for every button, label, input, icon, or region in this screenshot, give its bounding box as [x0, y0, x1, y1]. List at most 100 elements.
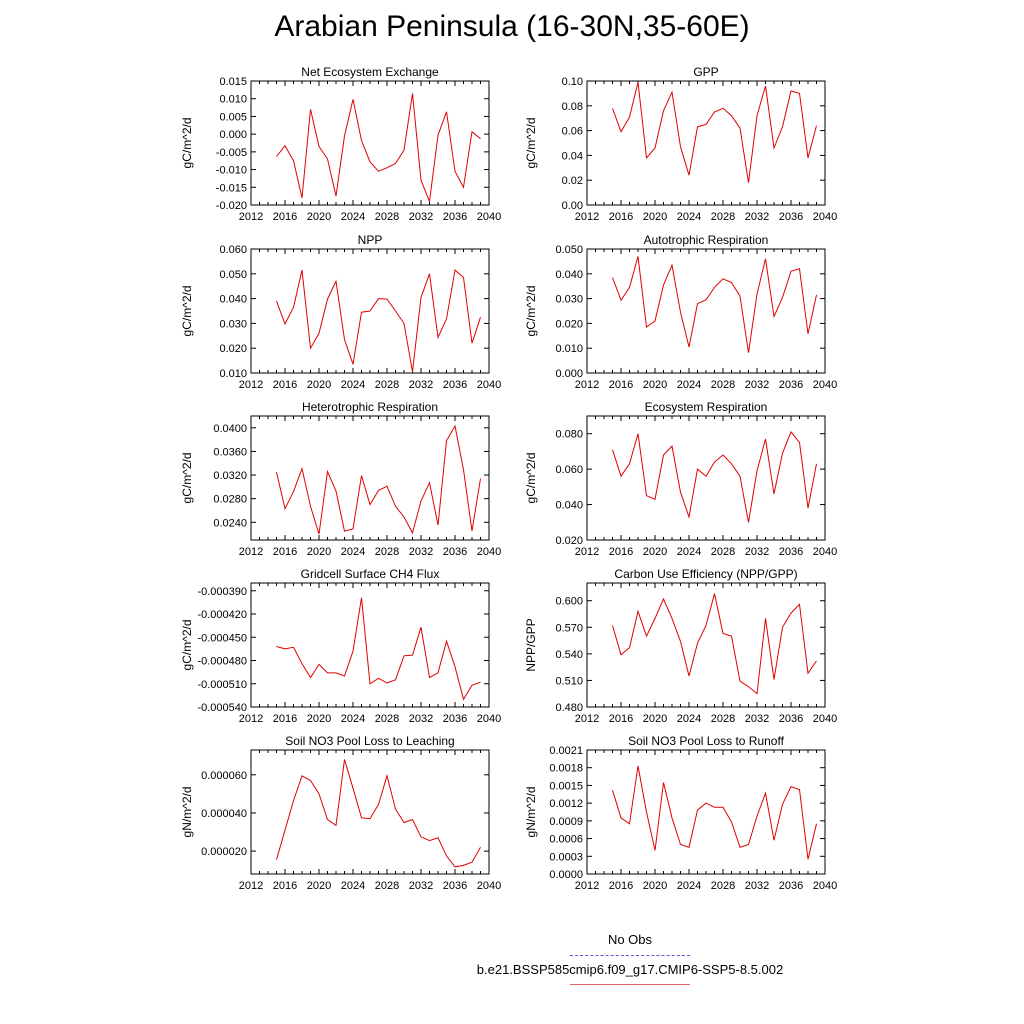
x-tick-label: 2040: [477, 379, 501, 391]
x-tick-label: 2024: [341, 211, 365, 223]
x-tick-label: 2040: [813, 713, 837, 725]
y-tick-label: 0.0000: [549, 869, 583, 881]
panel-5: Heterotrophic Respiration gC/m^2/d 2012 201…: [180, 400, 501, 558]
x-tick-label: 2020: [307, 880, 331, 892]
obs-legend-line: [570, 955, 690, 956]
x-tick-label: 2024: [677, 713, 701, 725]
y-tick-label: 0.0018: [549, 763, 583, 775]
x-tick-label: 2028: [375, 211, 399, 223]
y-tick-label: 0.015: [219, 76, 247, 88]
x-tick-label: 2032: [745, 211, 769, 223]
y-tick-label: 0.570: [555, 622, 583, 634]
y-tick-label: 0.0400: [213, 423, 247, 435]
x-tick-label: 2012: [575, 546, 599, 558]
x-tick-label: 2036: [779, 379, 803, 391]
y-axis-label: gN/m^2/d: [524, 787, 538, 838]
x-tick-label: 2020: [643, 379, 667, 391]
panel-title: Heterotrophic Respiration: [302, 400, 438, 414]
y-tick-label: 0.005: [219, 111, 247, 123]
y-tick-label: 0.0240: [213, 517, 247, 529]
plot-frame: [586, 248, 826, 374]
panel-4: Autotrophic Respiration gC/m^2/d 2012 2016 2…: [524, 233, 837, 391]
y-axis-label: gN/m^2/d: [180, 787, 194, 838]
series-line: [612, 430, 817, 523]
x-tick-label: 2028: [375, 379, 399, 391]
panel-title: Ecosystem Respiration: [645, 400, 768, 414]
x-tick-label: 2036: [779, 211, 803, 223]
series-line: [612, 256, 817, 353]
x-tick-label: 2036: [443, 713, 467, 725]
x-tick-label: 2024: [341, 713, 365, 725]
y-axis-label: gC/m^2/d: [524, 118, 538, 169]
x-tick-label: 2036: [443, 546, 467, 558]
y-tick-label: 0.10: [562, 76, 583, 88]
y-tick-label: -0.010: [216, 165, 247, 177]
y-tick-label: 0.0280: [213, 494, 247, 506]
series-line: [612, 765, 817, 860]
y-tick-label: 0.480: [555, 702, 583, 714]
panel-7: Gridcell Surface CH4 Flux gC/m^2/d 2012 201…: [180, 567, 501, 725]
panel-2: GPP gC/m^2/d 2012 2016 2020 2024 2028 2032 2036 2…: [524, 65, 837, 223]
x-tick-label: 2016: [273, 880, 297, 892]
x-tick-label: 2016: [273, 713, 297, 725]
y-tick-label: 0.050: [219, 269, 247, 281]
panel-title: Soil NO3 Pool Loss to Runoff: [628, 734, 785, 748]
y-tick-label: 0.050: [555, 244, 583, 256]
y-tick-label: -0.000450: [197, 632, 247, 644]
y-tick-label: 0.010: [219, 368, 247, 380]
x-tick-label: 2024: [677, 211, 701, 223]
x-tick-label: 2028: [375, 713, 399, 725]
y-tick-label: 0.010: [219, 94, 247, 106]
y-tick-label: -0.000420: [197, 609, 247, 621]
plot-frame: [586, 582, 826, 708]
panel-10: Soil NO3 Pool Loss to Runoff gN/m^2/d 2012…: [524, 734, 837, 892]
x-tick-label: 2020: [643, 211, 667, 223]
x-tick-label: 2032: [409, 546, 433, 558]
panel-8: Carbon Use Efficiency (NPP/GPP) NPP/GPP 20…: [524, 567, 837, 725]
x-tick-label: 2016: [273, 211, 297, 223]
y-tick-label: -0.005: [216, 147, 247, 159]
y-axis-label: gC/m^2/d: [180, 286, 194, 337]
x-tick-label: 2016: [273, 546, 297, 558]
x-tick-label: 2024: [341, 546, 365, 558]
x-tick-label: 2036: [443, 880, 467, 892]
panel-3: NPP gC/m^2/d 2012 2016 2020 2024 2028 2032 2036 2…: [180, 233, 501, 391]
x-tick-label: 2040: [813, 546, 837, 558]
x-tick-label: 2016: [609, 379, 633, 391]
x-tick-label: 2040: [477, 546, 501, 558]
page-title: Arabian Peninsula (16-30N,35-60E): [274, 10, 750, 43]
y-tick-label: 0.0012: [549, 798, 583, 810]
y-tick-label: 0.030: [555, 294, 583, 306]
x-tick-label: 2040: [477, 880, 501, 892]
model-legend-line: [570, 984, 690, 985]
x-tick-label: 2012: [575, 211, 599, 223]
y-tick-label: 0.040: [555, 269, 583, 281]
panel-6: Ecosystem Respiration gC/m^2/d 2012 2016 202…: [524, 400, 837, 558]
x-tick-label: 2032: [745, 713, 769, 725]
y-tick-label: 0.000020: [201, 846, 247, 858]
panel-title: NPP: [358, 233, 383, 247]
y-tick-label: 0.030: [219, 318, 247, 330]
y-tick-label: -0.000390: [197, 586, 247, 598]
x-tick-label: 2012: [239, 713, 263, 725]
x-tick-label: 2032: [409, 880, 433, 892]
panel-title: GPP: [693, 65, 718, 79]
x-tick-label: 2020: [307, 379, 331, 391]
x-tick-label: 2036: [779, 713, 803, 725]
x-tick-label: 2024: [677, 880, 701, 892]
y-axis-label: gC/m^2/d: [180, 118, 194, 169]
y-tick-label: 0.510: [555, 675, 583, 687]
plot-frame: [250, 749, 490, 875]
y-tick-label: 0.0009: [549, 816, 583, 828]
plot-frame: [586, 749, 826, 875]
y-tick-label: -0.000540: [197, 702, 247, 714]
series-line: [276, 424, 481, 535]
y-axis-label: gC/m^2/d: [180, 620, 194, 671]
x-tick-label: 2020: [307, 546, 331, 558]
y-tick-label: 0.080: [555, 429, 583, 441]
y-tick-label: -0.000510: [197, 679, 247, 691]
series-line: [612, 593, 817, 695]
y-tick-label: 0.000060: [201, 770, 247, 782]
x-tick-label: 2012: [239, 211, 263, 223]
x-tick-label: 2028: [375, 880, 399, 892]
